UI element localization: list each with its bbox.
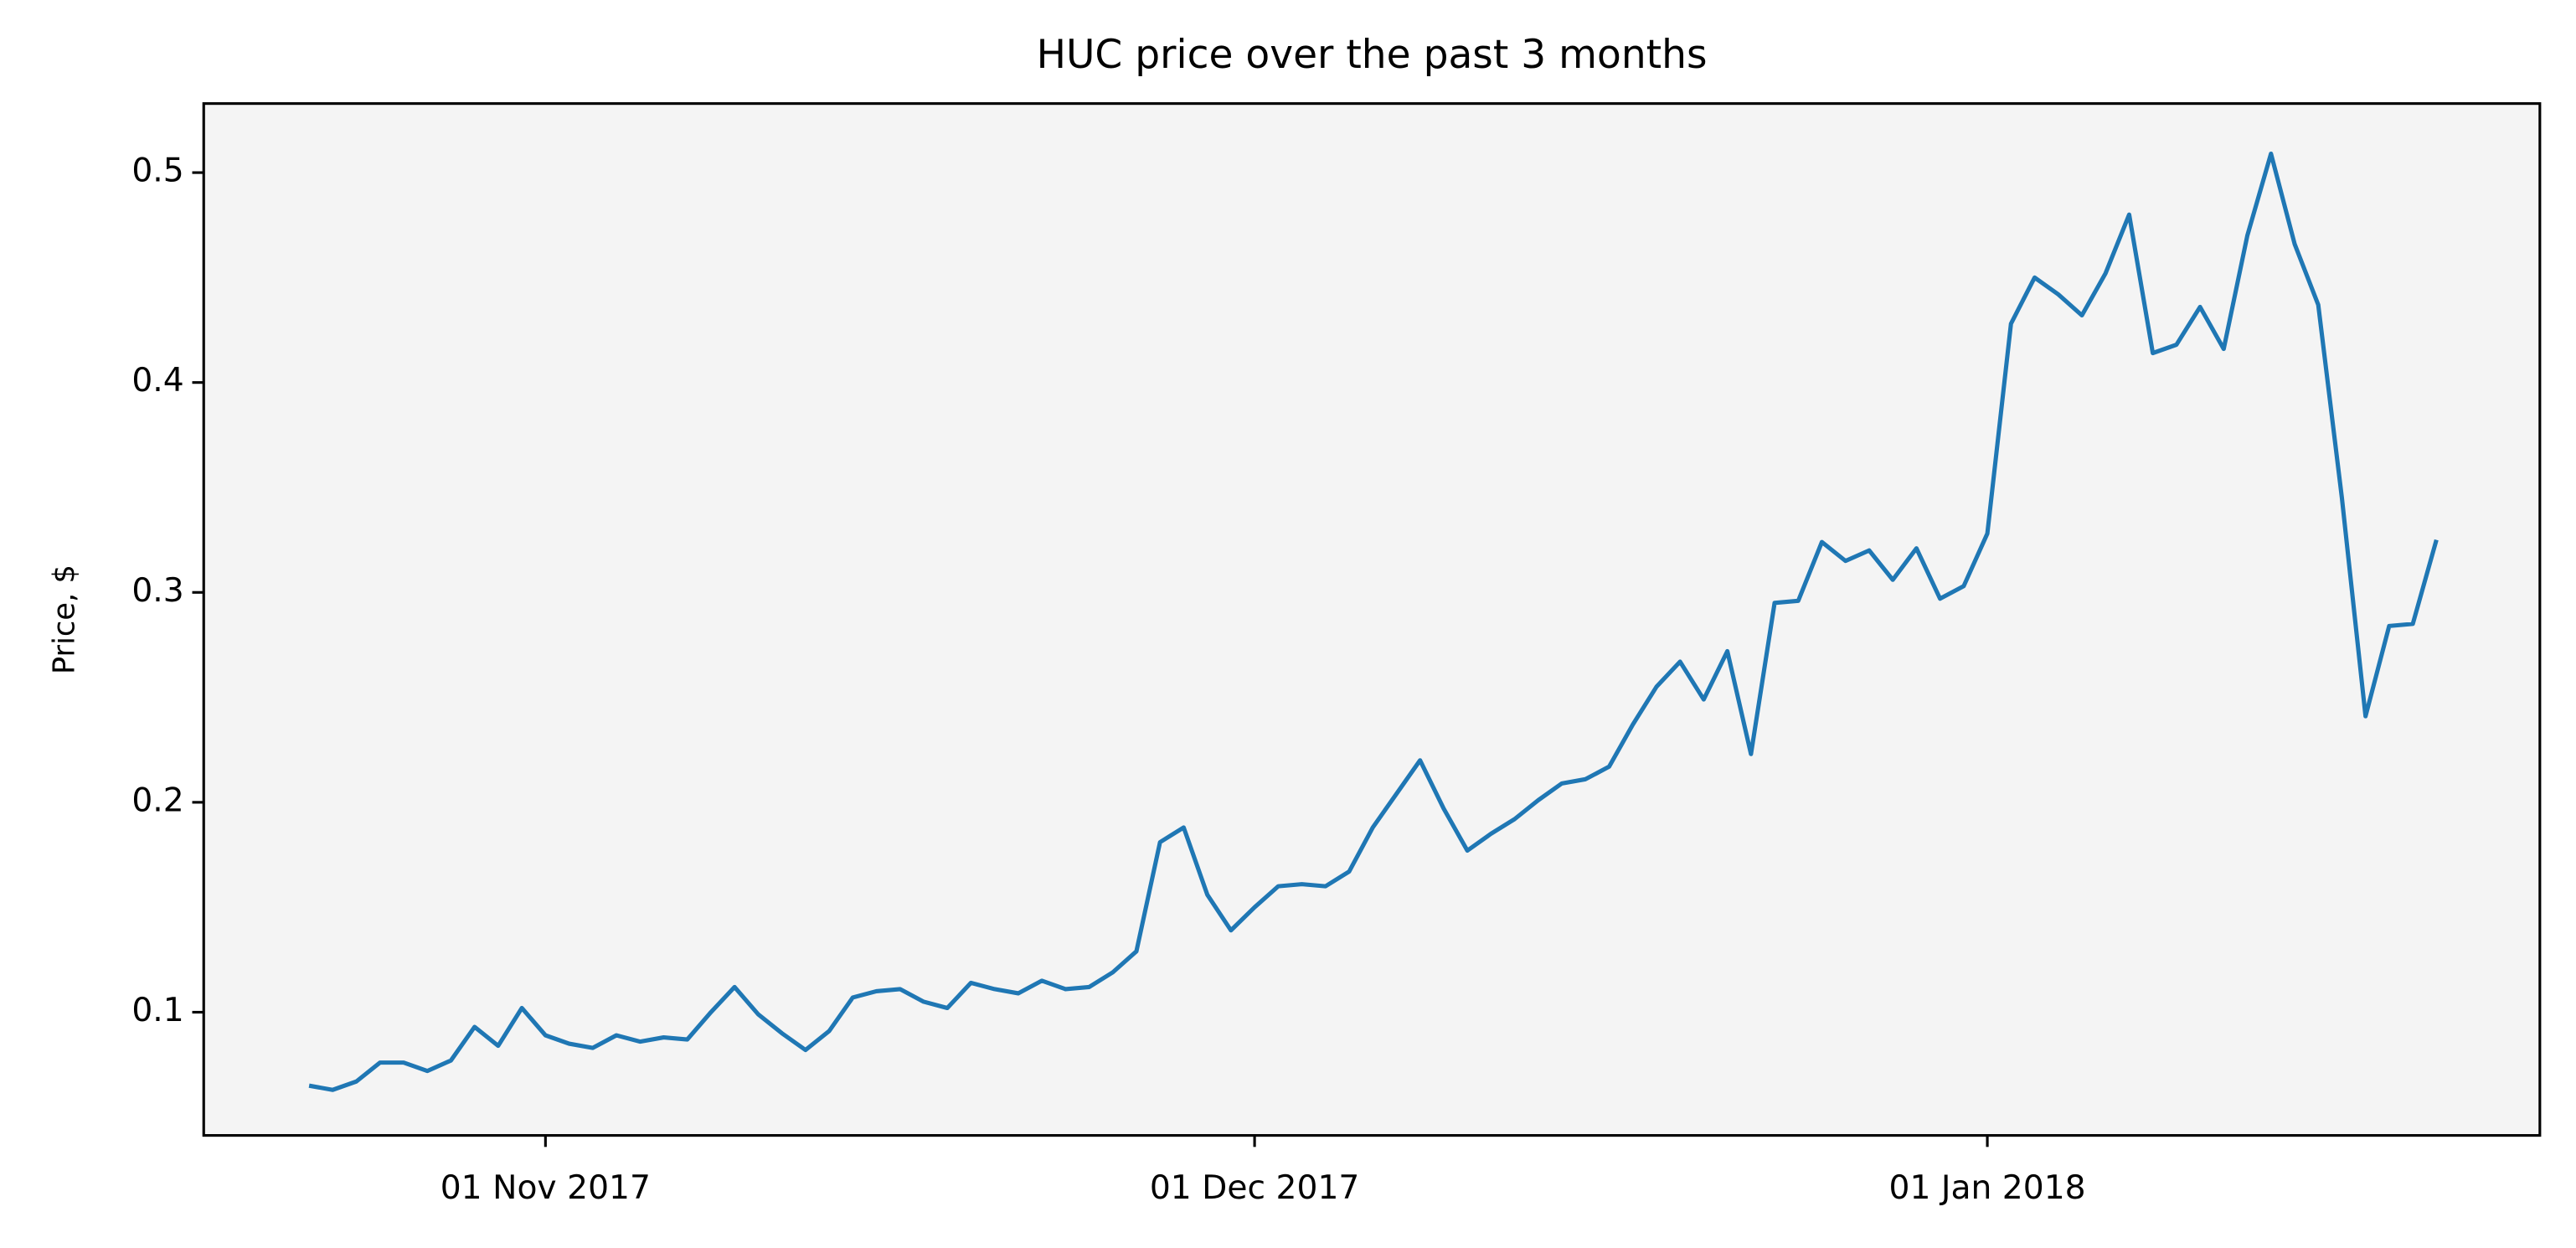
y-tick-label: 0.3 bbox=[131, 572, 183, 610]
x-tick-label: 01 Dec 2017 bbox=[1150, 1169, 1360, 1207]
plot-background bbox=[204, 103, 2540, 1136]
y-tick-label: 0.4 bbox=[131, 362, 183, 400]
price-line bbox=[308, 151, 2439, 1092]
x-tick-label: 01 Jan 2018 bbox=[1889, 1169, 2086, 1207]
chart-title: HUC price over the past 3 months bbox=[1037, 32, 1708, 78]
y-axis-label: Price, $ bbox=[47, 565, 81, 674]
y-tick-label: 0.2 bbox=[131, 781, 183, 819]
y-tick-label: 0.1 bbox=[131, 992, 183, 1029]
plot-frame bbox=[202, 102, 2542, 1137]
y-tick-label: 0.5 bbox=[131, 152, 183, 190]
x-tick-label: 01 Nov 2017 bbox=[440, 1169, 651, 1207]
